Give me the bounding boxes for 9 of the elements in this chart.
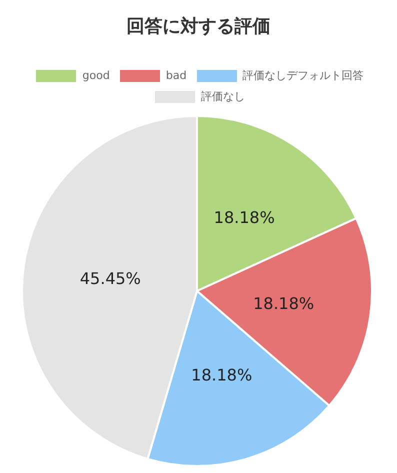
legend-label: good bbox=[82, 69, 110, 82]
data-label: 18.18% bbox=[191, 365, 252, 384]
data-label: 45.45% bbox=[80, 269, 141, 288]
chart-title: 回答に対する評価 bbox=[126, 15, 272, 38]
data-label: 18.18% bbox=[253, 294, 314, 313]
legend-label: 評価なし bbox=[201, 89, 245, 104]
legend-label: bad bbox=[166, 69, 187, 82]
legend-label: 評価なしデフォルト回答 bbox=[242, 68, 364, 83]
data-label: 18.18% bbox=[214, 208, 275, 227]
